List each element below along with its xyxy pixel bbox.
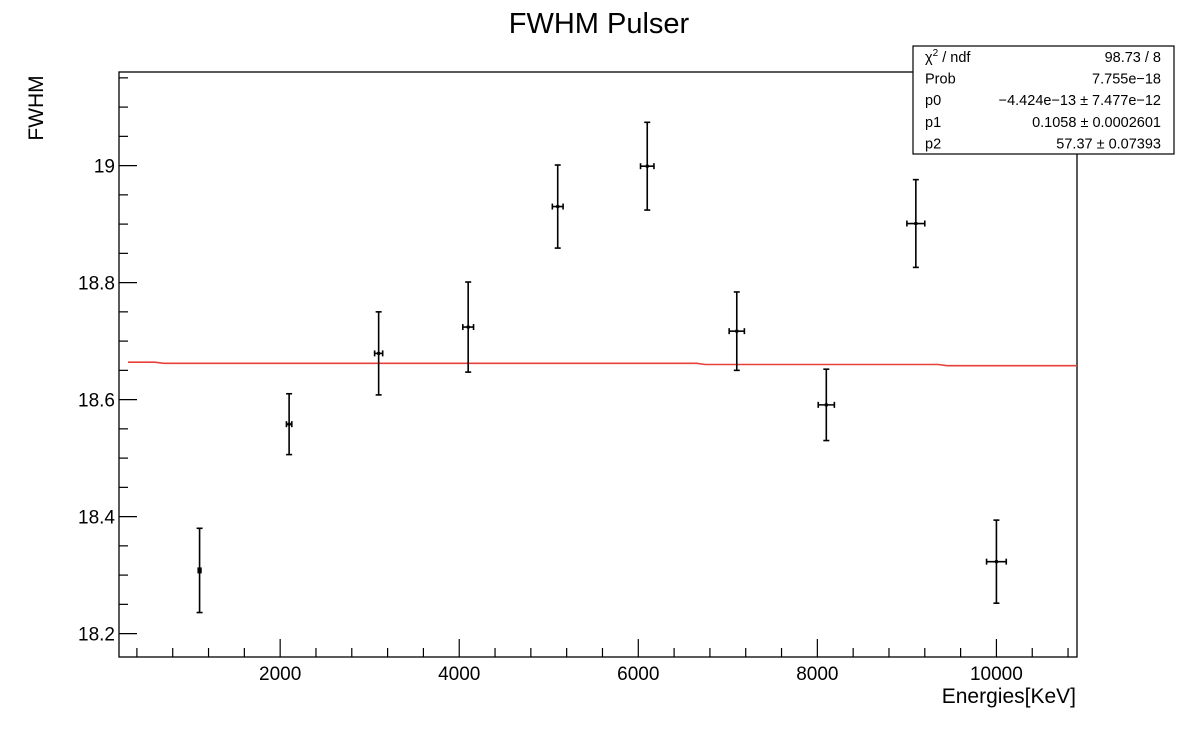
fit-line	[128, 361, 1077, 367]
data-point	[639, 121, 655, 211]
x-tick-label: 6000	[617, 664, 659, 685]
point-marker	[914, 222, 918, 226]
stats-box-frame	[912, 45, 1175, 155]
stats-row-name: p1	[925, 115, 941, 131]
stats-row-value: −4.424e−13 ± 7.477e−12	[999, 93, 1161, 109]
y-tick-label: 18.4	[78, 508, 115, 529]
x-axis-ticks	[136, 639, 1069, 657]
point-marker	[994, 560, 998, 564]
y-axis-ticks	[119, 77, 137, 635]
data-point	[462, 281, 475, 373]
x-tick-label: 8000	[796, 664, 838, 685]
point-marker	[466, 325, 470, 329]
x-tick-label: 2000	[259, 664, 301, 685]
data-point	[985, 519, 1008, 604]
data-point	[373, 311, 384, 396]
data-point	[196, 527, 203, 614]
y-tick-label: 18.6	[78, 391, 115, 412]
x-tick-label: 4000	[438, 664, 480, 685]
data-point	[285, 392, 293, 456]
stats-row-name: χ2 / ndf	[925, 48, 971, 66]
stats-row-value: 98.73 / 8	[1105, 50, 1161, 66]
data-point	[817, 368, 836, 442]
data-point	[551, 164, 564, 249]
x-axis-label: Energies[KeV]	[942, 685, 1076, 708]
y-axis-label: FWHM	[25, 75, 48, 140]
stats-row-value: 0.1058 ± 0.0002601	[1032, 115, 1161, 131]
stats-row-value: 7.755e−18	[1092, 72, 1161, 88]
data-point	[906, 178, 926, 269]
point-marker	[287, 422, 291, 426]
chart-title: FWHM Pulser	[509, 8, 690, 40]
x-tick-labels: 2000 4000 6000 8000 10000	[259, 664, 1023, 685]
y-tick-label: 19	[94, 157, 115, 178]
point-marker	[645, 164, 649, 168]
point-marker	[198, 568, 202, 572]
stats-row-name: p2	[925, 136, 941, 152]
y-tick-label: 18.8	[78, 274, 115, 295]
point-marker	[377, 351, 381, 355]
stats-box: χ2 / ndf 98.73 / 8 Prob 7.755e−18 p0 −4.424e−…	[912, 45, 1175, 155]
point-marker	[735, 329, 739, 333]
point-marker	[556, 205, 560, 209]
fit-curve	[128, 361, 1077, 367]
x-tick-label: 10000	[970, 664, 1023, 685]
data-points	[196, 121, 1008, 614]
stats-row-name: Prob	[925, 72, 956, 88]
data-point	[728, 291, 746, 372]
stats-row-value: 57.37 ± 0.07393	[1056, 136, 1161, 152]
plot-frame	[118, 71, 1078, 658]
stats-row-name: p0	[925, 93, 941, 109]
point-marker	[824, 403, 828, 407]
y-tick-labels: 18.2 18.4 18.6 18.8 19	[78, 157, 115, 646]
y-tick-label: 18.2	[78, 625, 115, 646]
